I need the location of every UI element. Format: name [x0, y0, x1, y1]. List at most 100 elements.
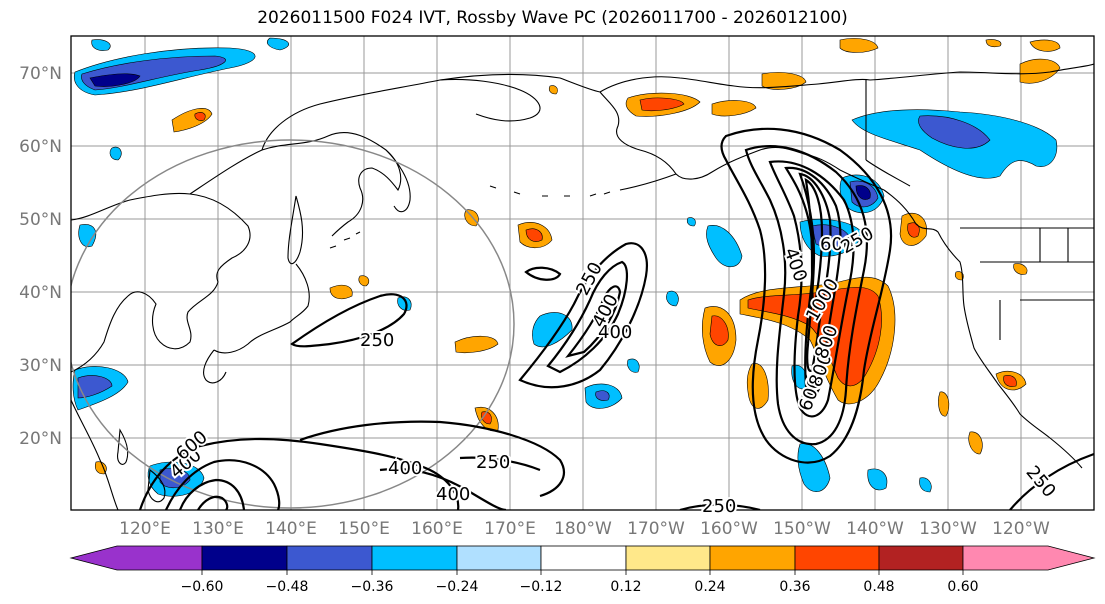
contour-label: 250: [476, 452, 510, 473]
shading-blob: [532, 312, 573, 348]
ivt-contours: [138, 127, 1094, 510]
coastline: [869, 63, 1094, 81]
shading-blob: [761, 72, 807, 90]
ivt-contour: [299, 420, 566, 498]
shading-blob: [709, 315, 729, 346]
shading-blob: [595, 390, 610, 401]
colorbar-segment: [456, 545, 542, 571]
colorbar-tick-label: −0.48: [266, 579, 309, 595]
lat-label: 30°N: [19, 356, 62, 376]
contour-label: 250: [702, 496, 736, 517]
ivt-contour: [379, 467, 507, 510]
lat-label: 40°N: [19, 283, 62, 303]
lon-label: 130°E: [192, 519, 244, 539]
shading-blob: [797, 443, 831, 492]
contour-label: 600: [820, 234, 854, 255]
lon-label: 140°E: [265, 519, 317, 539]
coastline: [599, 91, 885, 191]
colorbar-tick-label: −0.12: [520, 579, 563, 595]
shading-blob: [711, 100, 757, 117]
coastline: [287, 195, 304, 265]
coastline: [489, 173, 677, 197]
contour-label: 400: [388, 458, 422, 479]
shading-blob: [985, 39, 1002, 48]
shading-blob: [968, 431, 983, 455]
lon-label: 170°E: [484, 519, 536, 539]
colorbar-tick-labels: −0.60 −0.48 −0.36 −0.24 −0.12 0.12 0.24 …: [181, 579, 979, 595]
colorbar-segment: [878, 545, 964, 571]
colorbar-tick-label: 0.48: [863, 579, 894, 595]
coastline: [329, 231, 361, 249]
lon-label: 120°W: [992, 519, 1050, 539]
lon-label: 180°W: [554, 519, 612, 539]
contour-label: 400: [436, 484, 470, 505]
ivt-contour: [744, 145, 868, 446]
ivt-contour: [679, 503, 761, 510]
shading-blob: [548, 85, 558, 95]
ivt-contour: [178, 478, 246, 510]
shading-blob: [78, 224, 96, 248]
coastline: [203, 349, 227, 384]
shading-blob: [525, 228, 543, 242]
lat-label: 70°N: [19, 64, 62, 84]
shading-blob: [89, 73, 141, 87]
shading-blob: [397, 296, 412, 311]
coastline: [439, 78, 541, 122]
colorbar-segment: [709, 545, 796, 571]
colorbar-tick-label: −0.24: [436, 579, 479, 595]
lon-label: 120°E: [119, 519, 171, 539]
coastline: [71, 192, 251, 373]
shading-blob: [867, 468, 888, 491]
map-title: 2026011500 F024 IVT, Rossby Wave PC (202…: [257, 8, 848, 28]
ivt-contour: [138, 437, 460, 510]
coastline: [189, 132, 402, 237]
colorbar-tick-label: 0.12: [610, 579, 641, 595]
lon-label: 150°E: [338, 519, 390, 539]
colorbar-tick-label: 0.24: [694, 579, 725, 595]
ivt-contour: [798, 172, 832, 372]
lat-label: 20°N: [19, 429, 62, 449]
coastline: [883, 189, 1083, 469]
ivt-contour: [565, 285, 622, 358]
colorbar-tick-label: −0.36: [351, 579, 394, 595]
ivt-contour: [768, 160, 855, 418]
ivt-contour: [518, 242, 648, 389]
shading-blob: [1019, 58, 1061, 84]
colorbar-tick-label: −0.60: [181, 579, 224, 595]
coastline: [117, 428, 129, 465]
shading-blob: [91, 39, 111, 51]
colorbar-segment: [962, 545, 1096, 571]
shading-blob: [627, 358, 640, 373]
colorbar-tick-label: 0.60: [947, 579, 978, 595]
lon-label: 160°W: [700, 519, 758, 539]
ivt-contour: [524, 266, 562, 281]
ivt-contour: [459, 456, 541, 472]
shading-blob: [171, 108, 213, 133]
coastline: [261, 73, 601, 151]
shading-blob: [194, 112, 206, 121]
contour-label: 250: [1022, 462, 1060, 502]
shading-blob: [464, 209, 479, 227]
shading-blob: [706, 225, 743, 268]
ivt-contour: [290, 293, 408, 348]
lon-label: 130°W: [919, 519, 977, 539]
shading-blob: [329, 284, 353, 300]
colorbar-tick-label: 0.36: [779, 579, 810, 595]
shading-blob: [1013, 263, 1028, 275]
shading-blob: [919, 477, 932, 493]
latitude-labels: 70°N 60°N 50°N 40°N 30°N 20°N: [19, 64, 62, 449]
lon-label: 170°W: [627, 519, 685, 539]
colorbar-ticks: [201, 570, 964, 575]
map-frame: [70, 35, 1095, 511]
rossby-wave-circle: [71, 139, 515, 509]
ivt-contour: [1009, 452, 1094, 510]
shading-blob: [109, 146, 122, 161]
coastlines: [71, 63, 1094, 510]
shading-blob: [839, 38, 879, 53]
colorbar-segment: [69, 545, 203, 571]
lat-label: 60°N: [19, 137, 62, 157]
colorbar: [69, 545, 1096, 575]
colorbar-segment: [540, 545, 627, 571]
shading-blob: [77, 375, 113, 399]
contour-label: 400: [598, 322, 632, 343]
